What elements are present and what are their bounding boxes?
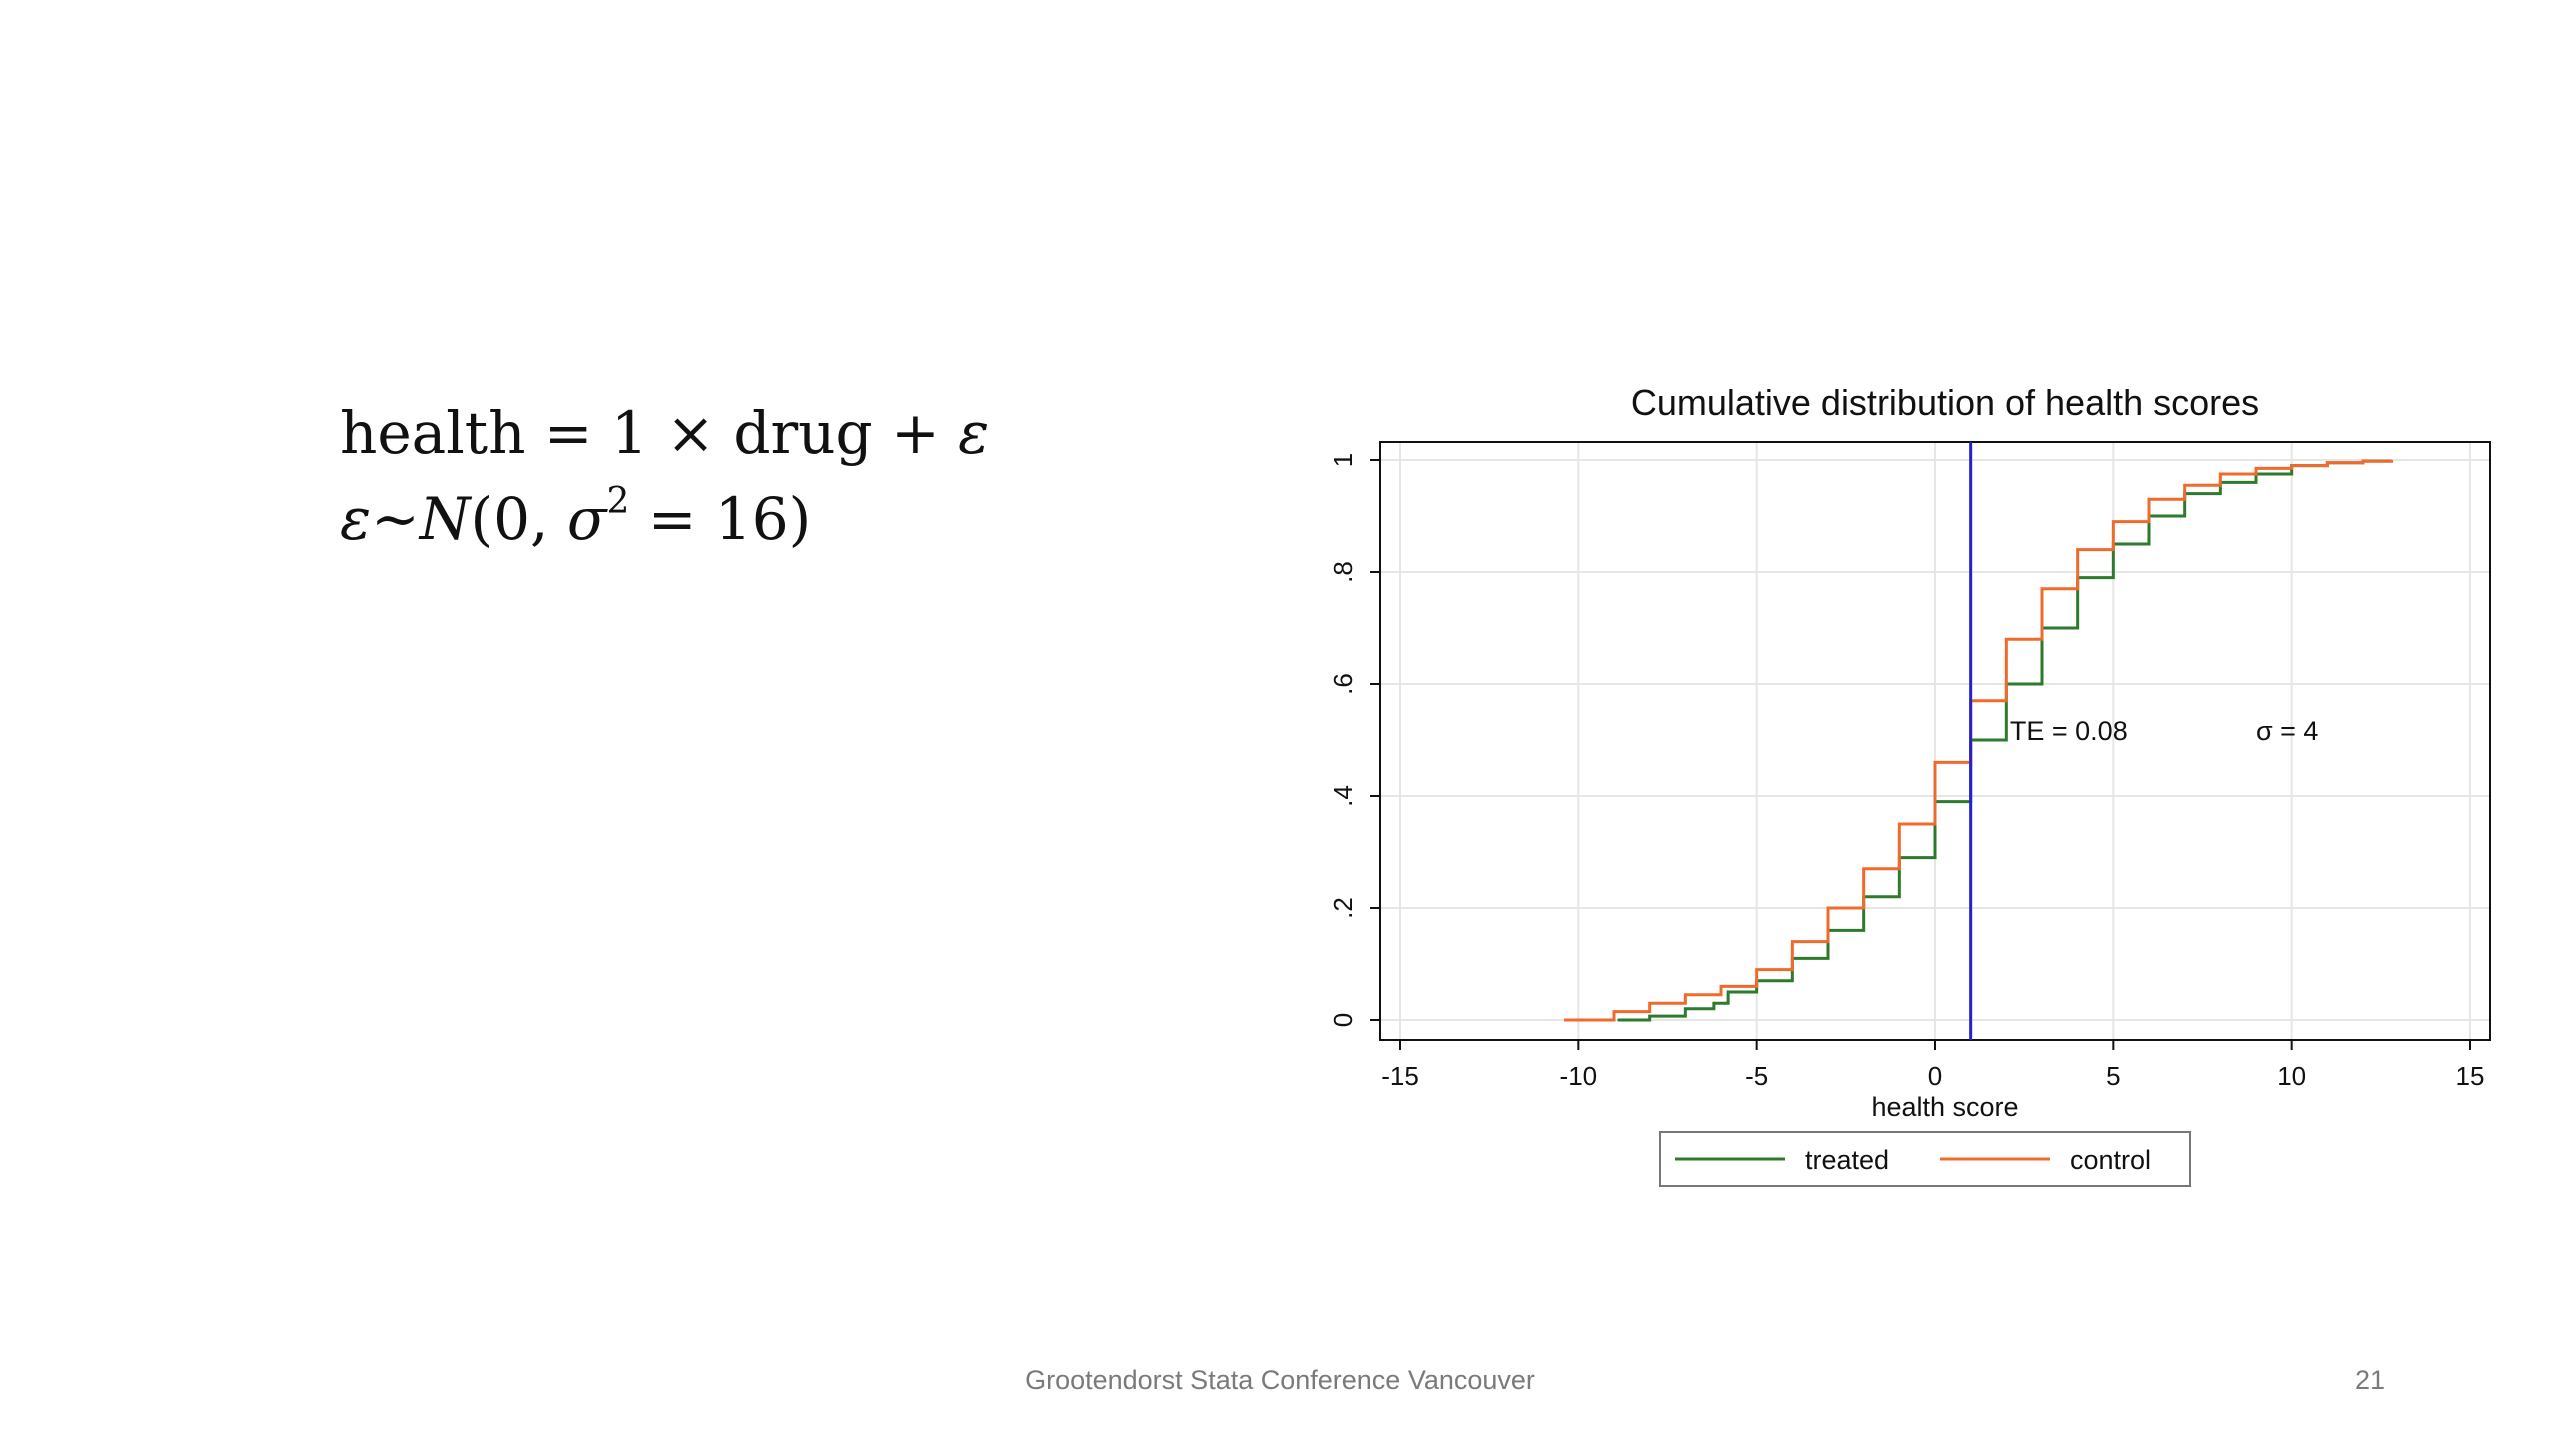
eq-epsilon: ε [340,485,372,553]
eq-exponent: 2 [606,481,630,522]
legend-label-control: control [2070,1145,2151,1175]
eq-tilde: ~ [371,485,420,553]
eq-open: (0, [470,485,567,553]
y-tick-label: 1 [1328,453,1358,467]
eq-health: health [340,399,526,467]
x-axis-label: health score [1871,1092,2018,1122]
x-tick-label: -5 [1745,1061,1768,1091]
x-tick-label: 0 [1928,1061,1942,1091]
eq-op: = 1 × [525,399,734,467]
eq-plus: + [872,399,959,467]
y-tick-label: .6 [1328,673,1358,695]
chart-title: Cumulative distribution of health scores [1631,382,2259,423]
cdf-chart: Cumulative distribution of health scores… [1300,380,2500,1220]
x-tick-label: -15 [1381,1061,1419,1091]
annotation-label: TE = 0.08 [2010,716,2128,746]
chart-svg: Cumulative distribution of health scores… [1328,382,2491,1187]
model-equations: health = 1 × drug + ε ε~N(0, σ2 = 16) [340,390,989,562]
eq-normal: N [419,485,471,553]
series-control-line [1564,459,2394,1022]
annotation-label: σ = 4 [2256,716,2318,746]
series-treated-line [1617,459,2394,1022]
legend-label-treated: treated [1805,1145,1889,1175]
eq-sigma: σ [566,485,607,553]
x-tick-label: -10 [1560,1061,1598,1091]
y-tick-label: .8 [1328,561,1358,583]
y-tick-label: .2 [1328,897,1358,919]
page-number: 21 [2354,1365,2385,1395]
legend: treated control [1659,1131,2191,1187]
y-tick-label: .4 [1328,785,1358,807]
x-tick-label: 10 [2277,1061,2306,1091]
equation-line-2: ε~N(0, σ2 = 16) [340,476,989,562]
eq-epsilon: ε [958,399,990,467]
x-tick-label: 5 [2106,1061,2120,1091]
footer-text: Grootendorst Stata Conference Vancouver [1025,1365,1535,1395]
y-tick-label: 0 [1328,1013,1358,1027]
equation-line-1: health = 1 × drug + ε [340,390,989,476]
eq-close: = 16) [629,485,812,553]
eq-drug: drug [733,399,873,467]
x-tick-label: 15 [2456,1061,2485,1091]
